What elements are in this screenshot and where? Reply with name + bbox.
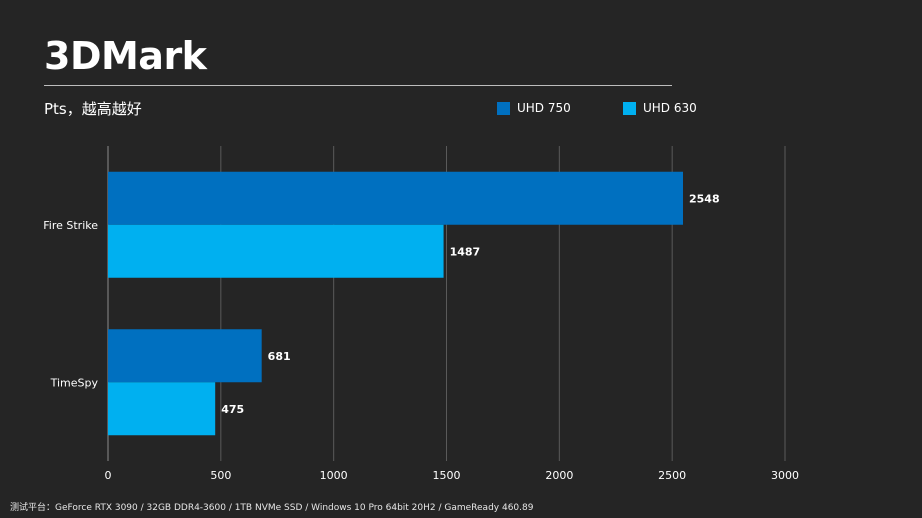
category-label-timespy: TimeSpy — [50, 376, 99, 389]
data-label-fire-strike-uhd-630: 1487 — [450, 245, 481, 258]
legend-swatch-uhd-630 — [623, 101, 636, 115]
bar-timespy-uhd-750 — [108, 329, 262, 383]
bar-timespy-uhd-630 — [108, 382, 216, 436]
bar-fire-strike-uhd-750 — [108, 171, 683, 225]
title-divider — [44, 85, 672, 86]
x-tick-label-0: 0 — [105, 469, 112, 482]
x-tick-label-2000: 2000 — [545, 469, 573, 482]
test-platform-note: 测试平台：GeForce RTX 3090 / 32GB DDR4-3600 /… — [10, 503, 534, 513]
x-tick-label-500: 500 — [210, 469, 231, 482]
chart-title: 3DMark — [44, 34, 207, 78]
legend-label-uhd-630: UHD 630 — [643, 101, 697, 115]
bar-fire-strike-uhd-630 — [108, 224, 444, 278]
data-label-timespy-uhd-750: 681 — [268, 350, 291, 363]
x-tick-label-2500: 2500 — [658, 469, 686, 482]
data-label-fire-strike-uhd-750: 2548 — [689, 192, 720, 205]
data-label-timespy-uhd-630: 475 — [221, 403, 244, 416]
chart-subtitle: Pts，越高越好 — [44, 100, 142, 118]
legend-item-uhd-750: UHD 750 — [497, 101, 571, 115]
x-tick-label-1500: 1500 — [433, 469, 461, 482]
x-tick-label-3000: 3000 — [771, 469, 799, 482]
category-label-fire-strike: Fire Strike — [43, 219, 98, 232]
legend-item-uhd-630: UHD 630 — [623, 101, 697, 115]
x-tick-label-1000: 1000 — [320, 469, 348, 482]
legend-label-uhd-750: UHD 750 — [517, 101, 571, 115]
legend-swatch-uhd-750 — [497, 101, 510, 115]
